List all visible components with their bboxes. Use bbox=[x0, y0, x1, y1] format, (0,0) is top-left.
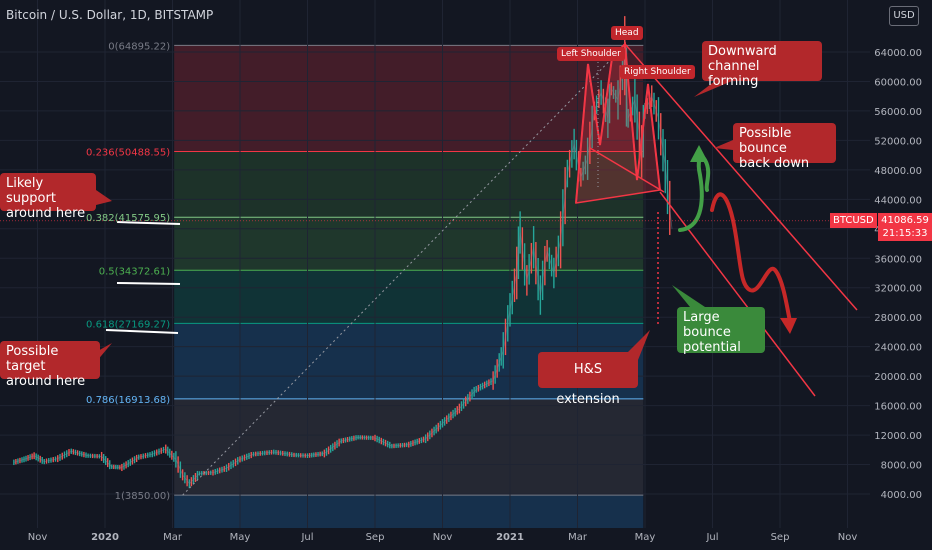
y-tick-label: 32000.00 bbox=[874, 284, 922, 295]
last-price-tag: 41086.59 21:15:33 bbox=[878, 213, 932, 241]
x-tick-label: 2020 bbox=[91, 532, 119, 543]
x-axis: Nov 2020 Mar May Jul Sep Nov 2021 Mar May Jul Sep No… bbox=[28, 532, 858, 543]
y-tick-label: 20000.00 bbox=[874, 372, 922, 383]
support-line-1 bbox=[116, 221, 181, 225]
support-line-2 bbox=[116, 282, 181, 285]
fib-label-0.5: 0.5(34372.61) bbox=[99, 266, 171, 277]
head-tag[interactable]: Head bbox=[611, 26, 643, 40]
last-price-value: 41086.59 bbox=[881, 215, 929, 226]
price-line bbox=[13, 55, 673, 485]
y-tick-label: 8000.00 bbox=[881, 461, 922, 472]
x-tick-label: Jul bbox=[705, 532, 718, 543]
fib-label-0.382: 0.382(41575.95) bbox=[86, 213, 170, 224]
downward-channel-callout[interactable]: Downward channel forming bbox=[702, 41, 822, 89]
hs-extension-callout[interactable]: H&S extension bbox=[538, 352, 638, 407]
red-forecast-path bbox=[710, 192, 792, 324]
fib-label-0.236: 0.236(50488.55) bbox=[86, 148, 170, 159]
y-tick-label: 48000.00 bbox=[874, 166, 922, 177]
x-tick-label: Nov bbox=[28, 532, 48, 543]
pointer-channel bbox=[694, 81, 732, 97]
likely-support-callout[interactable]: Likely support around here bbox=[0, 173, 96, 221]
fib-label-0.786: 0.786(16913.68) bbox=[86, 395, 170, 406]
pointer-support bbox=[96, 190, 112, 205]
fib-label-1: 1(3850.00) bbox=[115, 491, 171, 502]
target-line bbox=[105, 329, 179, 334]
drawings bbox=[0, 41, 870, 496]
y-tick-label: 28000.00 bbox=[874, 313, 922, 324]
y-tick-label: 52000.00 bbox=[874, 136, 922, 147]
x-tick-label: Sep bbox=[771, 532, 790, 543]
left-shoulder-tag[interactable]: Left Shoulder bbox=[557, 47, 625, 61]
pointer-large-bounce bbox=[672, 285, 705, 307]
y-tick-label: 44000.00 bbox=[874, 195, 922, 206]
channel-lower bbox=[659, 191, 816, 397]
currency-button[interactable]: USD bbox=[889, 6, 919, 26]
green-bounce-arrow bbox=[678, 155, 711, 232]
y-tick-label: 16000.00 bbox=[874, 402, 922, 413]
x-tick-label: Mar bbox=[163, 532, 183, 543]
x-tick-label: Sep bbox=[366, 532, 385, 543]
pointer-bounce bbox=[714, 140, 733, 150]
y-axis: 4000.00 8000.00 12000.00 16000.00 20000.00 24… bbox=[874, 48, 922, 501]
y-tick-label: 24000.00 bbox=[874, 343, 922, 354]
y-tick-label: 4000.00 bbox=[881, 490, 922, 501]
green-arrow-head bbox=[690, 145, 708, 162]
possible-target-callout[interactable]: Possible target around here bbox=[0, 341, 100, 389]
fib-zone-0.5 bbox=[174, 270, 644, 324]
fib-labels: 0(64895.22) 0.236(50488.55) 0.382(41575.95… bbox=[86, 41, 170, 502]
countdown-value: 21:15:33 bbox=[882, 228, 928, 239]
x-tick-label: May bbox=[230, 532, 251, 543]
possible-bounce-callout[interactable]: Possible bounce back down bbox=[733, 123, 836, 171]
right-shoulder-tag[interactable]: Right Shoulder bbox=[620, 65, 695, 79]
pointer-target bbox=[96, 343, 112, 362]
x-tick-label: Nov bbox=[838, 532, 858, 543]
large-bounce-callout[interactable]: Large bounce potential bbox=[677, 307, 765, 355]
channel-upper bbox=[624, 43, 858, 311]
y-tick-label: 36000.00 bbox=[874, 254, 922, 265]
fib-label-0: 0(64895.22) bbox=[108, 41, 170, 52]
fib-zone-0 bbox=[174, 45, 644, 152]
x-tick-label: Mar bbox=[568, 532, 588, 543]
x-tick-label: Nov bbox=[433, 532, 453, 543]
chart-title: Bitcoin / U.S. Dollar, 1D, BITSTAMP bbox=[6, 8, 214, 22]
x-tick-label: May bbox=[635, 532, 656, 543]
fib-zone-0.236 bbox=[174, 151, 644, 218]
x-tick-label: 2021 bbox=[496, 532, 524, 543]
price-series bbox=[13, 16, 673, 489]
fib-zone-0.382 bbox=[174, 217, 644, 271]
y-tick-label: 64000.00 bbox=[874, 48, 922, 59]
neckline bbox=[589, 147, 665, 193]
red-arrow-head bbox=[780, 318, 797, 334]
fib-trend-line bbox=[182, 45, 626, 496]
y-tick-label: 12000.00 bbox=[874, 431, 922, 442]
x-tick-label: Jul bbox=[300, 532, 313, 543]
y-tick-label: 56000.00 bbox=[874, 107, 922, 118]
y-tick-label: 60000.00 bbox=[874, 77, 922, 88]
fib-label-0.618: 0.618(27169.27) bbox=[86, 319, 170, 330]
fib-zone-below bbox=[174, 495, 644, 528]
symbol-price-tag: BTCUSD bbox=[830, 213, 877, 228]
